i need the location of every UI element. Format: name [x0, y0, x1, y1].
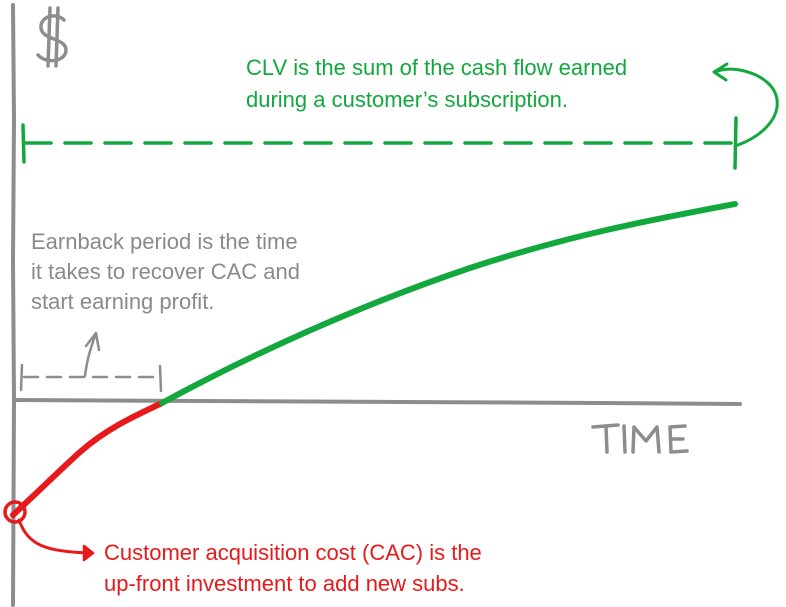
earnback-left-tick [19, 363, 24, 392]
dollar-sign-icon [36, 6, 68, 68]
y-axis [10, 3, 17, 607]
cac-curve [10, 400, 165, 518]
clv-span-left-tick [21, 123, 26, 164]
earnback-annotation-line-1: Earnback period is the time [31, 229, 298, 254]
clv-curve [159, 201, 738, 406]
clv-pointer-arrow [713, 67, 779, 147]
earnback-annotation-line-2: it takes to recover CAC and [31, 259, 301, 284]
clv-annotation-line-2: during a customer’s subscription. [246, 87, 569, 112]
clv-span-right-tick [733, 116, 738, 170]
cac-annotation-line-2: up-front investment to add new subs. [104, 571, 465, 596]
earnback-arrowhead-icon [84, 331, 101, 352]
earnback-pointer-arrow [83, 334, 97, 378]
cac-pointer-arrow [17, 518, 94, 555]
cac-annotation-line-1: Customer acquisition cost (CAC) is the [104, 540, 482, 565]
cac-arrowhead-icon [82, 544, 95, 562]
clv-arrowhead-icon [712, 62, 729, 82]
x-axis [13, 398, 742, 406]
earnback-right-tick [158, 364, 163, 393]
time-lettering [591, 423, 689, 454]
cac-start-circle [3, 500, 27, 524]
earnback-annotation-line-3: start earning profit. [31, 289, 215, 314]
clv-annotation-line-1: CLV is the sum of the cash flow earned [246, 55, 628, 80]
